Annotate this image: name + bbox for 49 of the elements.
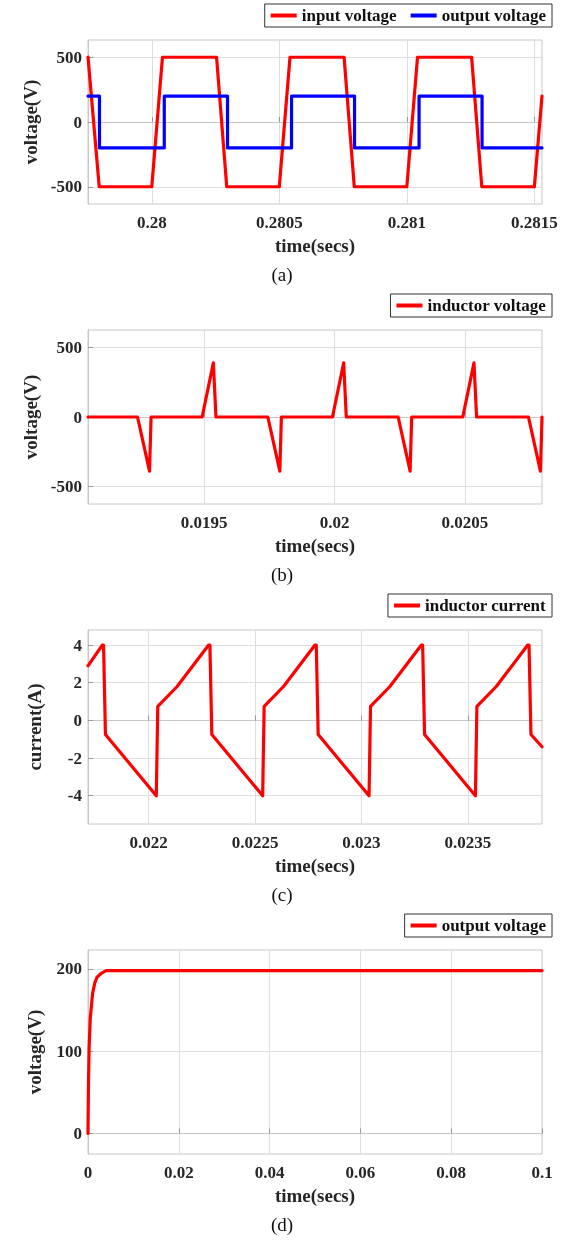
y-tick-label: 0 xyxy=(73,1123,82,1143)
y-axis-title: voltage(V) xyxy=(19,79,42,165)
x-tick-label: 0.02 xyxy=(319,513,350,532)
x-tick-label: 0.0205 xyxy=(441,513,489,532)
y-axis-title: voltage(V) xyxy=(24,1009,46,1095)
x-tick-label: 0.022 xyxy=(129,833,168,852)
y-tick-label: 4 xyxy=(73,635,83,655)
x-tick-label: 0.06 xyxy=(345,1163,376,1182)
x-tick-label: 0.0195 xyxy=(180,513,228,532)
line-series xyxy=(86,968,544,1136)
x-axis-title: time(secs) xyxy=(274,234,356,257)
x-tick-label: 0.1 xyxy=(531,1163,553,1182)
text: (c) xyxy=(271,884,293,906)
y-tick-label: -4 xyxy=(67,786,83,806)
y-tick-label: 100 xyxy=(56,1041,82,1061)
x-tick-label: 0.281 xyxy=(387,213,426,232)
x-tick-label: 0.0225 xyxy=(231,833,279,852)
text: (a) xyxy=(271,264,293,286)
line-series xyxy=(86,643,544,798)
legend-label: output voltage xyxy=(441,916,547,935)
x-tick-label: 0.02 xyxy=(163,1163,194,1182)
x-axis-title: time(secs) xyxy=(274,1184,356,1207)
text: (b) xyxy=(270,564,294,586)
y-tick-label: 0 xyxy=(73,710,82,730)
y-tick-label: -500 xyxy=(50,177,82,197)
x-tick-label: 0.04 xyxy=(254,1163,285,1182)
x-tick-label: 0.2805 xyxy=(255,213,303,232)
y-axis-title: voltage(V) xyxy=(19,374,42,460)
y-axis-title: current(A) xyxy=(24,683,46,771)
text: (d) xyxy=(270,1214,294,1236)
x-axis-title: time(secs) xyxy=(274,854,356,877)
legend-label: input voltage xyxy=(301,6,398,25)
legend-label: inductor voltage xyxy=(427,296,547,315)
y-tick-label: 0 xyxy=(73,112,82,132)
x-tick-label: 0.0235 xyxy=(444,833,492,852)
y-tick-label: 500 xyxy=(56,47,82,67)
legend-label: output voltage xyxy=(441,6,547,25)
x-tick-label: 0.08 xyxy=(436,1163,467,1182)
y-tick-label: 500 xyxy=(56,338,82,358)
y-tick-label: 200 xyxy=(56,959,82,979)
x-tick-label: 0.28 xyxy=(136,213,167,232)
x-axis-title: time(secs) xyxy=(274,534,356,557)
legend-label: inductor current xyxy=(424,596,547,615)
x-tick-label: 0.2815 xyxy=(510,213,558,232)
y-tick-label: 2 xyxy=(73,673,82,693)
y-tick-label: 0 xyxy=(73,407,82,427)
y-tick-label: -2 xyxy=(67,748,82,768)
y-tick-label: -500 xyxy=(50,476,82,496)
x-tick-label: 0.023 xyxy=(342,833,381,852)
